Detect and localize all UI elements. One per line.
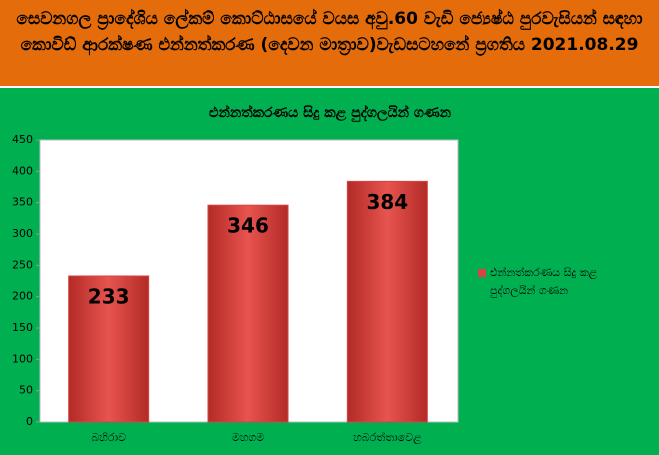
y-tick-label: 100 bbox=[12, 352, 33, 365]
data-label: 384 bbox=[366, 190, 408, 214]
chart-title: එන්නත්කරණය සිදු කළ පුද්ගලයින් ගණන bbox=[209, 104, 452, 123]
data-label: 346 bbox=[227, 214, 269, 238]
y-tick-label: 0 bbox=[26, 415, 33, 428]
x-tick-label: හබරත්තාවෙළ bbox=[353, 430, 422, 445]
legend-swatch bbox=[478, 269, 486, 277]
bar bbox=[68, 275, 150, 423]
y-tick-label: 450 bbox=[12, 133, 33, 146]
x-tick-label: මහගම bbox=[232, 431, 264, 444]
y-tick-label: 200 bbox=[12, 290, 33, 303]
y-tick-label: 350 bbox=[12, 196, 33, 209]
legend-label: එන්නත්කරණය සිදු කළ පුද්ගලයින් ගණන bbox=[490, 266, 598, 297]
x-tick-label: බහිරාව bbox=[91, 431, 126, 444]
y-tick-label: 300 bbox=[12, 227, 33, 240]
header-title: සෙවනගල ප්‍රාදේශිය ලේකම් කොට්ඨාසයේ වයස අව… bbox=[0, 0, 659, 88]
y-tick-label: 250 bbox=[12, 258, 33, 271]
bar bbox=[207, 204, 289, 423]
y-tick-label: 400 bbox=[12, 164, 33, 177]
y-tick-label: 150 bbox=[12, 321, 33, 334]
y-tick-label: 50 bbox=[19, 384, 33, 397]
legend: එන්නත්කරණය සිදු කළ පුද්ගලයින් ගණන bbox=[478, 264, 628, 300]
bar bbox=[346, 180, 428, 423]
data-label: 233 bbox=[88, 284, 130, 308]
